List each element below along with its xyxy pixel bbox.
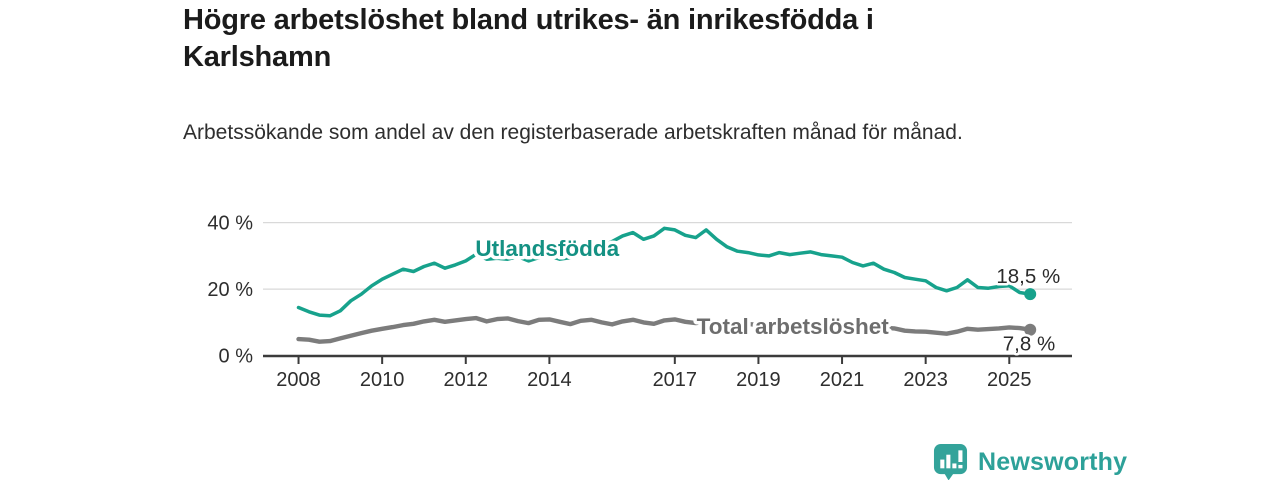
x-tick-label: 2014 [527,369,572,391]
series-end-dot [1024,288,1037,301]
y-tick-label: 40 % [207,213,253,235]
newsworthy-wordmark: Newsworthy [978,447,1128,476]
y-tick-label: 0 % [219,346,254,368]
x-tick-label: 2017 [653,369,698,391]
x-tick-label: 2023 [903,369,948,391]
value-label: 18,5 % [996,265,1060,288]
x-tick-label: 2012 [444,369,489,391]
x-tick-label: 2025 [987,369,1032,391]
x-tick-label: 2021 [820,369,865,391]
chart-subtitle: Arbetssökande som andel av den registerb… [183,121,963,144]
x-tick-label: 2010 [360,369,405,391]
chart-title: Högre arbetslöshet bland utrikes- än inr… [183,4,874,73]
series-end-dot [1024,323,1037,336]
newsworthy-bar-chart-icon [933,444,968,480]
series-label: Total arbetslöshet [697,314,890,339]
x-tick-label: 2008 [276,369,321,391]
newsworthy-logo: Newsworthy [933,443,1127,480]
value-label: 7,8 % [1003,333,1055,356]
y-tick-label: 20 % [207,279,253,301]
series-line-utlandsfodda [296,226,1032,318]
series-line-total [296,315,1033,344]
series-label: Utlandsfödda [475,236,619,261]
x-tick-label: 2019 [736,369,781,391]
